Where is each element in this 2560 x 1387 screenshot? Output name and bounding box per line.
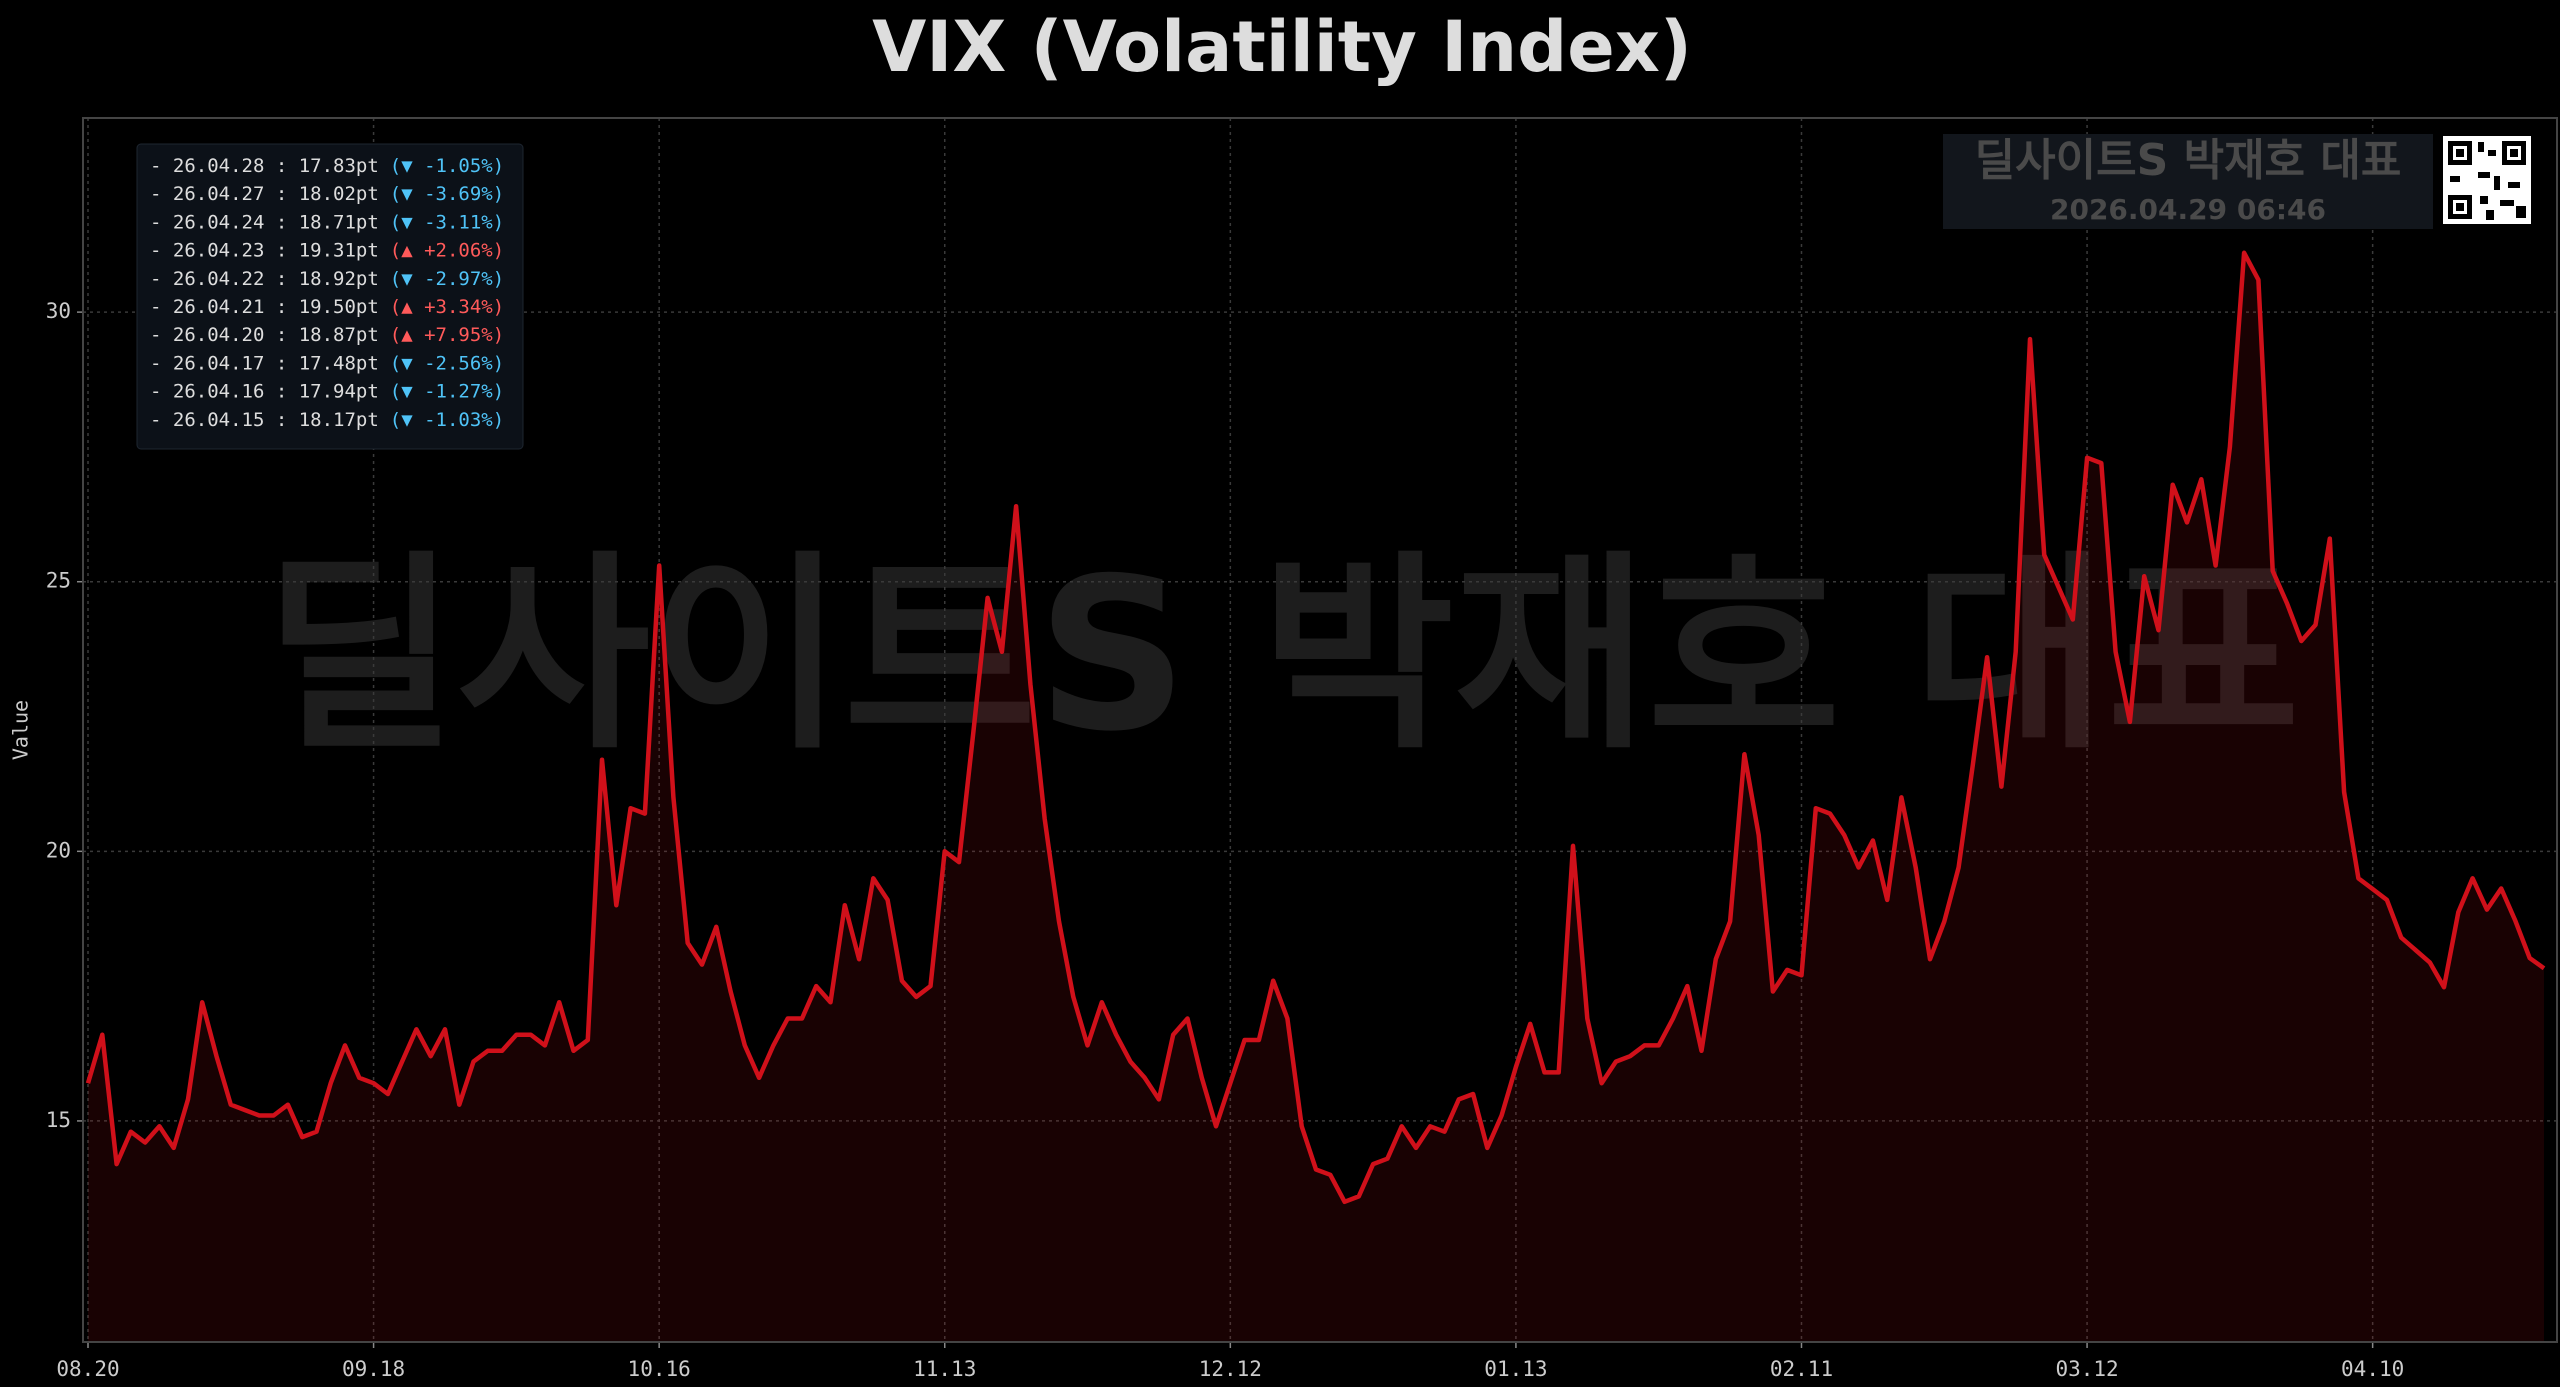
stamp-time: 2026.04.29 06:46	[2050, 193, 2326, 226]
recent-text: - 26.04.20 : 18.87pt	[150, 324, 379, 346]
recent-entry: - 26.04.16 : 17.94pt (▼ -1.27%)	[150, 380, 504, 402]
recent-text: - 26.04.27 : 18.02pt	[150, 183, 379, 205]
recent-change: (▲ +2.06%)	[390, 239, 504, 261]
recent-change: (▼ -2.56%)	[390, 352, 504, 374]
recent-change: (▼ -2.97%)	[390, 267, 504, 289]
x-tick-label: 01.13	[1484, 1357, 1547, 1381]
stamp-box	[1943, 134, 2433, 229]
y-axis-label: Value	[9, 700, 33, 760]
recent-change: (▲ +3.34%)	[390, 296, 504, 318]
x-tick-label: 03.12	[2055, 1357, 2118, 1381]
x-tick-label: 04.10	[2341, 1357, 2404, 1381]
recent-text: - 26.04.17 : 17.48pt	[150, 352, 379, 374]
stamp-title: 딜사이트S 박재호 대표	[1975, 135, 2402, 186]
recent-text: - 26.04.16 : 17.94pt	[150, 380, 379, 402]
recent-change: (▼ -1.27%)	[390, 380, 504, 402]
chart-title: VIX (Volatility Index)	[872, 6, 1692, 88]
recent-entry: - 26.04.23 : 19.31pt (▲ +2.06%)	[150, 239, 504, 261]
x-tick-label: 10.16	[628, 1357, 691, 1381]
qr-code	[2443, 136, 2531, 224]
recent-text: - 26.04.15 : 18.17pt	[150, 408, 379, 430]
recent-text: - 26.04.21 : 19.50pt	[150, 296, 379, 318]
recent-change: (▼ -3.11%)	[390, 211, 504, 233]
recent-entry: - 26.04.24 : 18.71pt (▼ -3.11%)	[150, 211, 504, 233]
y-tick-label: 25	[46, 569, 71, 593]
recent-change: (▲ +7.95%)	[390, 324, 504, 346]
recent-entry: - 26.04.15 : 18.17pt (▼ -1.03%)	[150, 408, 504, 430]
recent-entry: - 26.04.21 : 19.50pt (▲ +3.34%)	[150, 296, 504, 318]
x-tick-label: 02.11	[1770, 1357, 1833, 1381]
recent-entry: - 26.04.20 : 18.87pt (▲ +7.95%)	[150, 324, 504, 346]
y-tick-label: 20	[46, 838, 71, 862]
recent-entry: - 26.04.28 : 17.83pt (▼ -1.05%)	[150, 155, 504, 177]
recent-text: - 26.04.24 : 18.71pt	[150, 211, 379, 233]
plot-frame	[82, 117, 2558, 1343]
watermark: 딜사이트S 박재호 대표	[264, 533, 2300, 778]
x-tick-label: 09.18	[342, 1357, 405, 1381]
x-tick-label: 08.20	[56, 1357, 119, 1381]
y-tick-label: 30	[46, 299, 71, 323]
recent-entry: - 26.04.22 : 18.92pt (▼ -2.97%)	[150, 267, 504, 289]
y-tick-label: 15	[46, 1108, 71, 1132]
line	[85, 250, 2546, 1205]
recent-text: - 26.04.23 : 19.31pt	[150, 239, 379, 261]
area-fill	[88, 252, 2544, 1342]
recent-box	[136, 143, 524, 450]
recent-change: (▼ -3.69%)	[390, 183, 504, 205]
plot-area: 15 20 25 30 08.20 09.18 10.16 11.13 12.12 01.13 02…	[46, 118, 2557, 1381]
recent-text: - 26.04.22 : 18.92pt	[150, 267, 379, 289]
recent-change: (▼ -1.05%)	[390, 155, 504, 177]
x-tick-label: 11.13	[913, 1357, 976, 1381]
recent-entry: - 26.04.27 : 18.02pt (▼ -3.69%)	[150, 183, 504, 205]
recent-text: - 26.04.28 : 17.83pt	[150, 155, 379, 177]
recent-entry: - 26.04.17 : 17.48pt (▼ -2.56%)	[150, 352, 504, 374]
x-tick-label: 12.12	[1199, 1357, 1262, 1381]
recent-change: (▼ -1.03%)	[390, 408, 504, 430]
